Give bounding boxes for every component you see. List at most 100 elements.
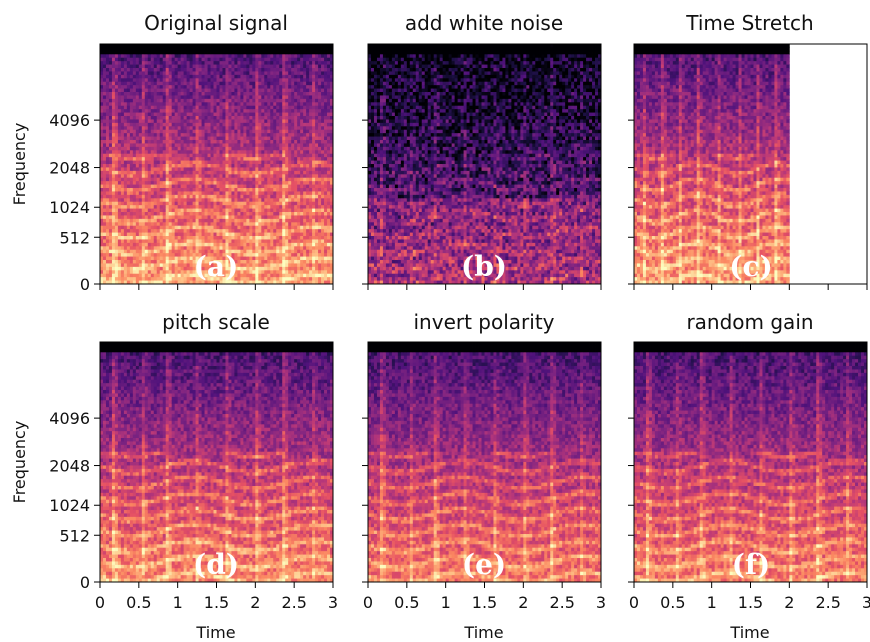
spectrogram-cell — [279, 109, 283, 113]
spectrogram-cell — [123, 133, 128, 137]
spectrogram-cell — [123, 150, 128, 155]
spectrogram-cell — [195, 232, 199, 237]
spectrogram-cell — [180, 249, 185, 254]
spectrogram-cell — [123, 239, 128, 244]
spectrogram-cell — [192, 61, 196, 65]
spectrogram-cell — [123, 167, 128, 172]
spectrogram-cell — [246, 150, 250, 155]
spectrogram-cell — [222, 88, 226, 93]
spectrogram-cell — [285, 133, 289, 137]
spectrogram-cell — [291, 92, 295, 96]
spectrogram-cell — [177, 102, 182, 107]
spectrogram-cell — [267, 95, 271, 100]
spectrogram-cell — [102, 129, 107, 134]
spectrogram-cell — [285, 253, 289, 257]
spectrogram-cell — [192, 140, 196, 144]
spectrogram-cell — [306, 236, 310, 240]
spectrogram-cell — [297, 184, 301, 189]
spectrogram-cell — [252, 98, 256, 103]
spectrogram-cell — [300, 194, 304, 199]
spectrogram-cell — [120, 160, 125, 165]
spectrogram-cell — [159, 129, 164, 134]
spectrogram-cell — [117, 136, 122, 141]
spectrogram-cell — [123, 57, 128, 62]
spectrogram-cell — [225, 239, 229, 244]
spectrogram-cell — [264, 81, 268, 86]
spectrogram-cell — [168, 239, 173, 244]
spectrogram-cell — [297, 140, 301, 144]
spectrogram-cell — [306, 270, 310, 275]
spectrogram-cell — [240, 44, 244, 48]
spectrogram-cell — [252, 74, 256, 79]
spectrogram-cell — [309, 105, 313, 110]
spectrogram-cell — [195, 129, 199, 134]
spectrogram-cell — [138, 116, 143, 120]
spectrogram-cell — [189, 191, 194, 196]
spectrogram-cell — [156, 249, 161, 254]
spectrogram-cell — [123, 256, 128, 261]
spectrogram-cell — [291, 81, 295, 86]
spectrogram-cell — [291, 167, 295, 172]
spectrogram-cell — [198, 143, 202, 148]
spectrogram-cell — [132, 263, 137, 268]
spectrogram-cell — [153, 191, 158, 196]
spectrogram-cell — [111, 277, 116, 281]
spectrogram-cell — [162, 160, 167, 165]
spectrogram-cell — [234, 71, 238, 76]
spectrogram-cell — [186, 102, 191, 107]
spectrogram-cell — [189, 98, 194, 103]
spectrogram-cell — [294, 239, 298, 244]
spectrogram-cell — [198, 191, 202, 196]
spectrogram-cell — [192, 201, 196, 206]
spectrogram-cell — [273, 222, 277, 227]
spectrogram-cell — [228, 88, 232, 93]
spectrogram-cell — [303, 225, 307, 230]
spectrogram-cell — [156, 280, 161, 285]
spectrogram-cell — [207, 85, 211, 89]
spectrogram-cell — [195, 95, 199, 100]
spectrogram-cell — [100, 133, 104, 137]
spectrogram-cell — [243, 198, 247, 203]
spectrogram-cell — [303, 160, 307, 165]
spectrogram-cell — [174, 273, 179, 278]
spectrogram-cell — [201, 201, 205, 206]
spectrogram-cell — [144, 68, 149, 72]
spectrogram-cell — [261, 222, 265, 227]
spectrogram-cell — [270, 136, 274, 141]
spectrogram-cell — [153, 225, 158, 230]
spectrogram-cell — [114, 280, 119, 285]
spectrogram-cell — [174, 188, 179, 192]
spectrogram-cell — [168, 215, 173, 220]
spectrogram-cell — [102, 167, 107, 172]
spectrogram-cell — [171, 78, 176, 83]
spectrogram-cell — [234, 215, 238, 220]
spectrogram-cell — [177, 54, 182, 59]
spectrogram-cell — [273, 74, 277, 79]
spectrogram-cell — [252, 177, 256, 182]
spectrogram-cell — [261, 218, 265, 223]
spectrogram-cell — [150, 222, 155, 227]
spectrogram-cell — [198, 88, 202, 93]
spectrogram-cell — [225, 188, 229, 192]
spectrogram-cell — [303, 177, 307, 182]
spectrogram-cell — [192, 191, 196, 196]
spectrogram-cell — [216, 92, 220, 96]
spectrogram-cell — [243, 57, 247, 62]
spectrogram-cell — [297, 242, 301, 247]
spectrogram-cell — [126, 136, 131, 141]
spectrogram-cell — [261, 263, 265, 268]
spectrogram-cell — [105, 140, 110, 144]
spectrogram-cell — [297, 229, 301, 233]
spectrogram-cell — [294, 85, 298, 89]
spectrogram-cell — [288, 112, 292, 117]
spectrogram-cell — [120, 263, 125, 268]
spectrogram-cell — [195, 116, 199, 120]
spectrogram-cell — [249, 98, 253, 103]
spectrogram-cell — [282, 184, 286, 189]
spectrogram-cell — [129, 81, 134, 86]
spectrogram-cell — [156, 188, 161, 192]
spectrogram-cell — [243, 54, 247, 59]
spectrogram-cell — [237, 188, 241, 192]
spectrogram-cell — [240, 92, 244, 96]
spectrogram-cell — [189, 44, 194, 48]
